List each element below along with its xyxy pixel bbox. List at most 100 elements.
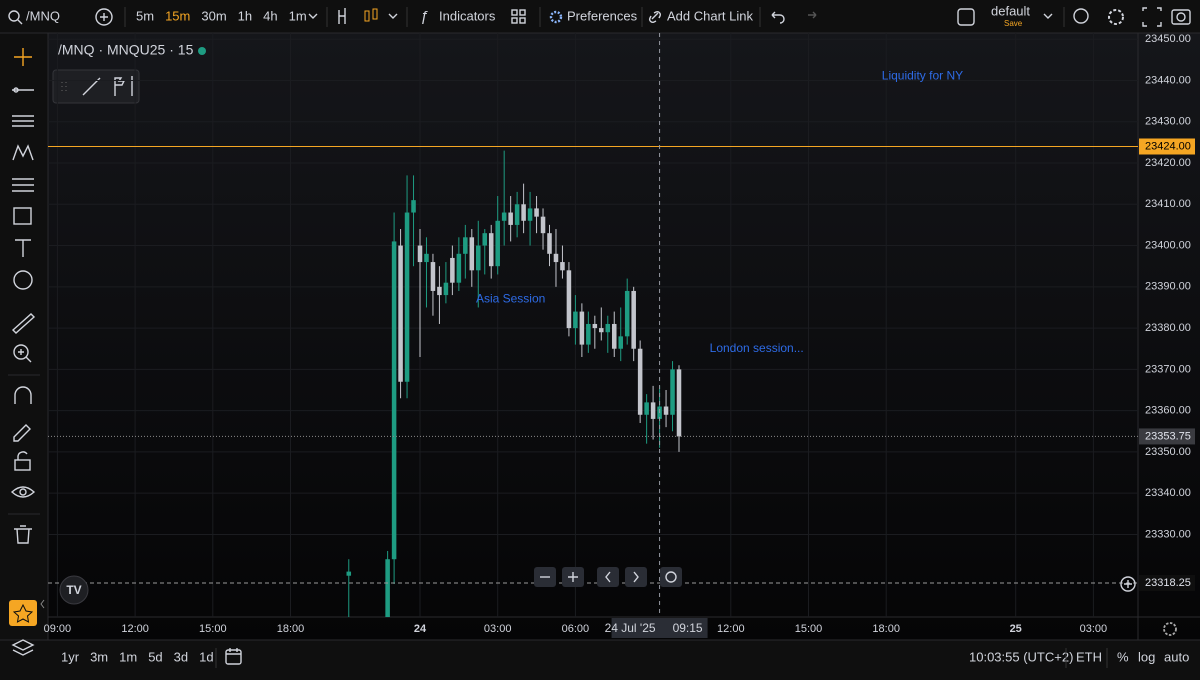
add-chart-link[interactable]: Add Chart Link bbox=[667, 8, 753, 23]
y-tick-label: 23440.00 bbox=[1145, 74, 1191, 86]
undo[interactable] bbox=[771, 11, 785, 24]
drag-handle[interactable] bbox=[61, 82, 67, 91]
interval[interactable]: 4h bbox=[263, 8, 277, 23]
layout-icon[interactable] bbox=[511, 9, 518, 16]
y-tick-label: 23420.00 bbox=[1145, 157, 1191, 169]
logo[interactable] bbox=[59, 575, 89, 605]
candle-body bbox=[534, 208, 539, 217]
bars-icon[interactable] bbox=[338, 8, 346, 24]
y-tick-label: 23410.00 bbox=[1145, 198, 1191, 210]
y-tick-label: 23350.00 bbox=[1145, 446, 1191, 458]
add-symbol[interactable] bbox=[95, 8, 113, 26]
interval[interactable]: 30m bbox=[201, 8, 226, 23]
projection-tool[interactable] bbox=[12, 178, 34, 192]
x-tick-label: 24 bbox=[414, 623, 427, 635]
candle-body bbox=[443, 282, 449, 296]
y-tick-label: 23380.00 bbox=[1145, 322, 1191, 334]
range-button[interactable]: 1d bbox=[199, 649, 213, 664]
lock-tool-icon bbox=[17, 451, 28, 460]
gear-icon bbox=[549, 10, 563, 24]
reset-icon bbox=[665, 571, 677, 583]
candle-body bbox=[618, 336, 623, 349]
add-alert[interactable] bbox=[1120, 576, 1136, 592]
zoom-tool[interactable] bbox=[13, 344, 29, 360]
percent-toggle[interactable]: % bbox=[1117, 649, 1129, 664]
price-label-bg bbox=[1139, 574, 1195, 591]
magnet-tool[interactable] bbox=[14, 386, 32, 404]
candle-body bbox=[501, 212, 507, 221]
x-tick-label: 18:00 bbox=[872, 623, 900, 635]
go-to-date[interactable] bbox=[225, 649, 242, 665]
log-toggle[interactable]: log bbox=[1138, 649, 1155, 664]
layout-toggle[interactable] bbox=[957, 8, 975, 26]
text-tool[interactable] bbox=[15, 239, 31, 257]
candle-body bbox=[676, 369, 682, 437]
scroll-right[interactable] bbox=[625, 567, 647, 587]
crosshair-tool[interactable] bbox=[14, 48, 32, 66]
quick-search[interactable] bbox=[1073, 8, 1089, 24]
candle-body bbox=[398, 245, 403, 382]
candle-body bbox=[586, 323, 591, 345]
search-icon[interactable] bbox=[8, 10, 20, 22]
candle-body bbox=[437, 286, 442, 296]
candle-body bbox=[605, 323, 611, 333]
redo[interactable] bbox=[808, 11, 817, 19]
range-button[interactable]: 3d bbox=[174, 649, 188, 664]
fib-tool[interactable] bbox=[12, 115, 34, 127]
candle-body bbox=[495, 220, 500, 267]
candle-body bbox=[599, 328, 604, 333]
scroll-right-icon bbox=[633, 571, 639, 583]
screenshot[interactable] bbox=[1171, 9, 1191, 25]
clock[interactable]: 10:03:55 (UTC+2) bbox=[969, 649, 1073, 664]
fullscreen[interactable] bbox=[1142, 7, 1162, 27]
x-tick-label: 18:00 bbox=[277, 623, 305, 635]
lock-tool[interactable] bbox=[14, 459, 31, 471]
reset-chart[interactable] bbox=[660, 567, 682, 587]
range-button[interactable]: 1m bbox=[119, 649, 137, 664]
interval[interactable]: 1m bbox=[289, 8, 307, 23]
preferences[interactable]: Preferences bbox=[567, 8, 638, 23]
candle-body bbox=[579, 311, 585, 345]
interval[interactable]: 5m bbox=[136, 8, 154, 23]
layout-dropdown[interactable] bbox=[1043, 13, 1053, 19]
favorites[interactable] bbox=[9, 600, 37, 626]
candle-body bbox=[566, 270, 572, 329]
remove-tool[interactable] bbox=[14, 525, 32, 544]
crosshair-date: 24 Jul '25 bbox=[605, 621, 656, 635]
y-tick-label: 23330.00 bbox=[1145, 528, 1191, 540]
emoji-tool[interactable] bbox=[13, 270, 33, 290]
star-icon bbox=[12, 603, 34, 623]
range-button[interactable]: 1yr bbox=[61, 649, 80, 664]
range-button[interactable]: 3m bbox=[90, 649, 108, 664]
plot bbox=[48, 145, 1138, 617]
ruler-tool[interactable] bbox=[11, 313, 36, 334]
scroll-left[interactable] bbox=[597, 567, 619, 587]
go-to-date-icon bbox=[226, 648, 241, 655]
session[interactable]: ETH bbox=[1076, 649, 1102, 664]
candle-body bbox=[346, 571, 352, 576]
shape-tool[interactable] bbox=[13, 207, 32, 225]
pattern-tool[interactable] bbox=[12, 144, 34, 161]
range-button[interactable]: 5d bbox=[148, 649, 162, 664]
hide-tool[interactable] bbox=[10, 486, 36, 498]
chart-type-dropdown[interactable] bbox=[388, 13, 398, 19]
axis-settings[interactable] bbox=[1163, 622, 1177, 636]
interval[interactable]: 1h bbox=[238, 8, 252, 23]
object-tree[interactable] bbox=[11, 639, 35, 656]
auto-toggle[interactable]: auto bbox=[1164, 649, 1189, 664]
candle-body bbox=[514, 204, 520, 225]
layout-name[interactable]: default bbox=[991, 3, 1030, 18]
flag-button[interactable] bbox=[114, 77, 126, 96]
zoom-in-icon bbox=[568, 572, 578, 582]
symbol[interactable]: /MNQ bbox=[26, 8, 60, 23]
interval[interactable]: 15m bbox=[165, 8, 190, 23]
candles-icon[interactable] bbox=[364, 10, 370, 22]
collapse-toolbar[interactable] bbox=[40, 599, 45, 609]
stay-drawing[interactable] bbox=[13, 424, 31, 442]
settings[interactable] bbox=[1108, 9, 1124, 25]
indicators[interactable]: Indicators bbox=[439, 8, 496, 23]
interval-dropdown[interactable] bbox=[308, 13, 318, 19]
screenshot-icon bbox=[1176, 12, 1186, 22]
chart-title: /MNQ · MNQU25 · 15 bbox=[58, 42, 194, 58]
